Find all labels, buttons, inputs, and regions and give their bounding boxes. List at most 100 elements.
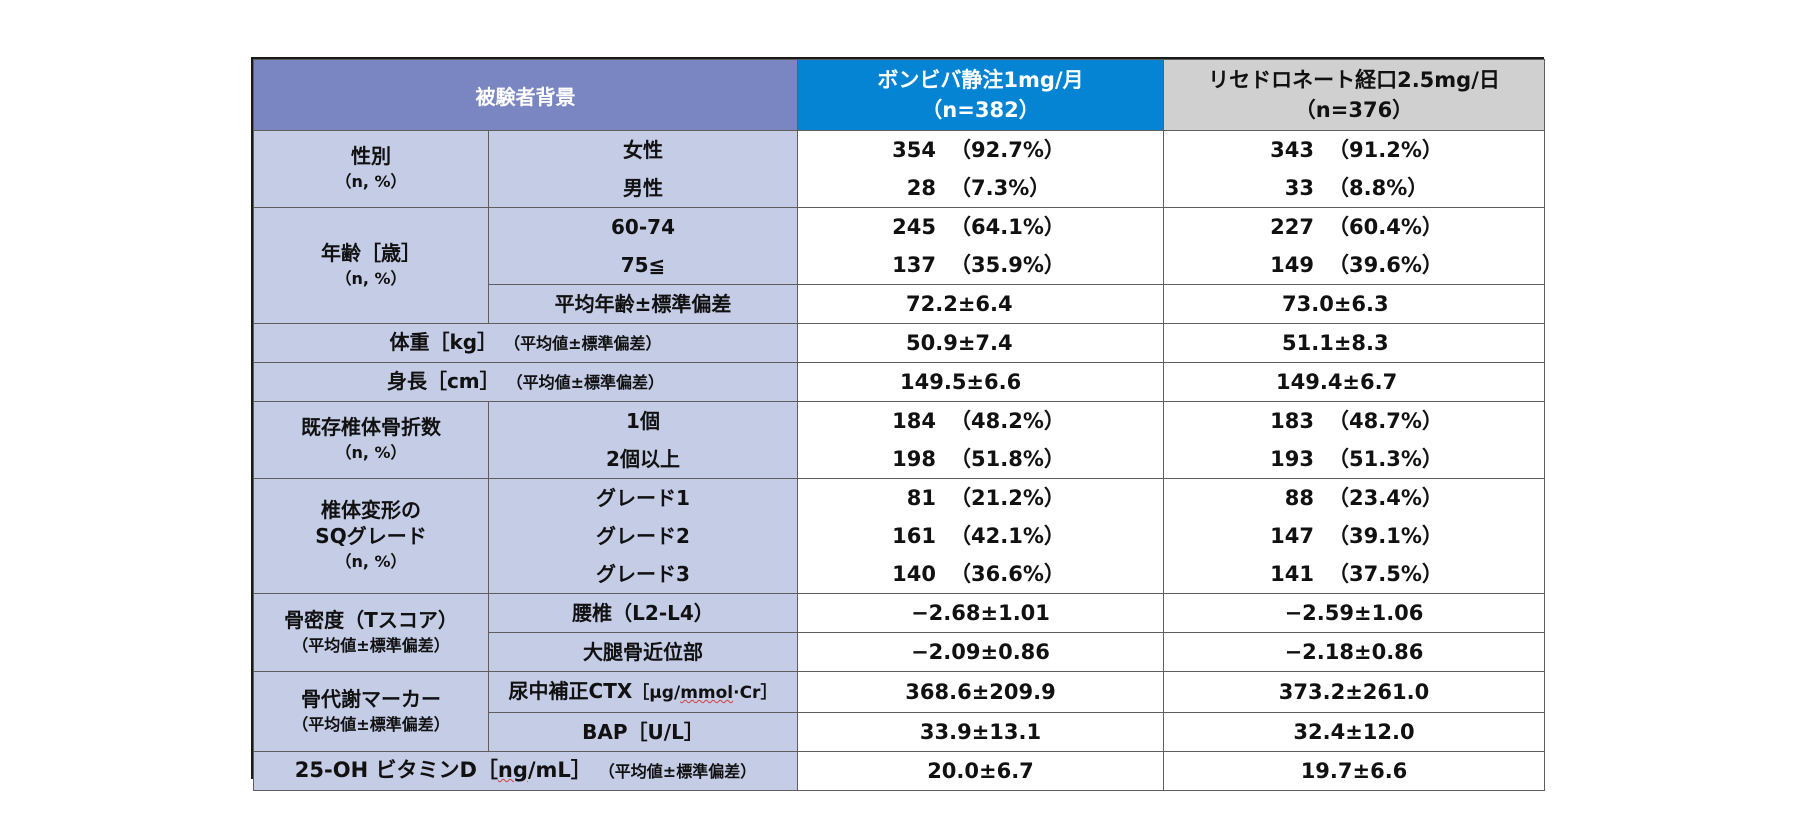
value-cell: 140 （36.6%） xyxy=(892,562,1065,586)
mean-age-a: 72.2±6.4 xyxy=(797,284,1164,324)
note-text: （平均値±標準偏差） xyxy=(506,373,665,392)
age-categories: 60-74 75≦ xyxy=(488,207,798,285)
note-text: （平均値±標準偏差） xyxy=(504,334,662,353)
mean-age-b: 73.0±6.3 xyxy=(1163,284,1545,324)
sq-grade-categories: グレード1 グレード2 グレード3 xyxy=(488,478,798,594)
value-cell: 137 （35.9%） xyxy=(892,253,1065,277)
ctx-b: 373.2±261.0 xyxy=(1163,671,1545,713)
unit-text: （n, %） xyxy=(335,268,407,288)
unit-text: ［μg/ xyxy=(632,683,681,703)
bmd-femur-b: −2.18±0.86 xyxy=(1163,632,1545,672)
label-text: 性別 xyxy=(351,144,391,168)
value-cell: 198 （51.8%） xyxy=(892,447,1065,471)
sublabel-bap: BAP［U/L］ xyxy=(488,712,798,752)
label-text: 体重［kg］ xyxy=(389,330,498,354)
sublabel-ctx: 尿中補正CTX［μg/mmol·Cr］ xyxy=(488,671,798,713)
row-label-weight: 体重［kg］ （平均値±標準偏差） xyxy=(253,323,798,363)
fracture-values-b: 183 （48.7%） 193 （51.3%） xyxy=(1163,401,1545,479)
group-b-name: リセドロネート経口2.5mg/日 xyxy=(1208,68,1500,92)
sublabel-proximal-femur: 大腿骨近位部 xyxy=(488,632,798,672)
weight-b: 51.1±8.3 xyxy=(1163,323,1545,363)
value-cell: 354 （92.7%） xyxy=(892,138,1065,162)
patient-background-table: 被験者背景 ボンビバ静注1mg/月 （n=382） リセドロネート経口2.5mg… xyxy=(251,57,1545,791)
value-cell: 245 （64.1%） xyxy=(892,215,1065,239)
group-a-n: （n=382） xyxy=(921,98,1040,122)
value-cell: 183 （48.7%） xyxy=(1270,409,1443,433)
value-cell: 147 （39.1%） xyxy=(1270,524,1443,548)
bap-b: 32.4±12.0 xyxy=(1163,712,1545,752)
group-a-name: ボンビバ静注1mg/月 xyxy=(877,68,1084,92)
label-text: 骨密度（Tスコア） xyxy=(284,607,458,632)
row-label-sq-grade: 椎体変形の SQグレード （n, %） xyxy=(253,478,489,594)
value-cell: 28 （7.3%） xyxy=(906,176,1051,200)
sublabel-male: 男性 xyxy=(623,176,663,200)
label-text: /mL］ xyxy=(527,758,592,782)
label-text: 年齢［歳］ xyxy=(321,240,421,265)
label-text: SQグレード xyxy=(315,524,427,548)
age-values-a: 245 （64.1%） 137 （35.9%） xyxy=(797,207,1164,285)
row-label-fractures: 既存椎体骨折数 （n, %） xyxy=(253,401,489,479)
fracture-categories: 1個 2個以上 xyxy=(488,401,798,479)
group-b-n: （n=376） xyxy=(1294,98,1414,122)
vitamin-d-a: 20.0±6.7 xyxy=(797,751,1164,791)
label-text: 身長［cm］ xyxy=(386,369,500,393)
sublabel-lumbar: 腰椎（L2-L4） xyxy=(488,593,798,633)
value-cell: 33 （8.8%） xyxy=(1284,176,1429,200)
vitamin-d-b: 19.7±6.6 xyxy=(1163,751,1545,791)
note-text: （平均値±標準偏差） xyxy=(292,714,450,734)
bmd-femur-a: −2.09±0.86 xyxy=(797,632,1164,672)
value-cell: 161 （42.1%） xyxy=(892,524,1065,548)
label-text: 骨代謝マーカー xyxy=(301,686,441,711)
value-cell: 227 （60.4%） xyxy=(1270,215,1443,239)
sex-categories: 女性 男性 xyxy=(488,130,798,208)
bmd-lumbar-b: −2.59±1.06 xyxy=(1163,593,1545,633)
label-text: 25-OH ビタミンD［ xyxy=(294,758,498,782)
sublabel-mean-age: 平均年齢±標準偏差 xyxy=(488,284,798,324)
row-label-vitamin-d: 25-OH ビタミンD［ng/mL］ （平均値±標準偏差） xyxy=(253,751,798,791)
height-a: 149.5±6.6 xyxy=(797,362,1164,402)
age-values-b: 227 （60.4%） 149 （39.6%） xyxy=(1163,207,1545,285)
bap-a: 33.9±13.1 xyxy=(797,712,1164,752)
sublabel-1: 1個 xyxy=(626,409,660,433)
row-label-sex: 性別 （n, %） xyxy=(253,130,489,208)
header-group-bonviva: ボンビバ静注1mg/月 （n=382） xyxy=(797,59,1164,131)
sublabel-2-plus: 2個以上 xyxy=(606,447,680,471)
unit-text: （n, %） xyxy=(335,552,407,571)
row-label-bmd: 骨密度（Tスコア） （平均値±標準偏差） xyxy=(253,593,489,672)
sq-grade-values-a: 81 （21.2%） 161 （42.1%） 140 （36.6%） xyxy=(797,478,1164,594)
value-cell: 149 （39.6%） xyxy=(1270,253,1443,277)
unit-text: （n, %） xyxy=(335,172,407,191)
unit-text: mmol xyxy=(680,683,734,703)
weight-a: 50.9±7.4 xyxy=(797,323,1164,363)
unit-text: ·Cr］ xyxy=(733,683,778,703)
bmd-lumbar-a: −2.68±1.01 xyxy=(797,593,1164,633)
label-text: 椎体変形の xyxy=(321,498,421,522)
sublabel-female: 女性 xyxy=(623,138,663,162)
sublabel-grade-3: グレード3 xyxy=(596,562,690,586)
row-label-bone-markers: 骨代謝マーカー （平均値±標準偏差） xyxy=(253,671,489,752)
note-text: （平均値±標準偏差） xyxy=(598,762,757,781)
value-cell: 343 （91.2%） xyxy=(1270,138,1443,162)
value-cell: 141 （37.5%） xyxy=(1270,562,1443,586)
sublabel-grade-2: グレード2 xyxy=(596,524,690,548)
value-cell: 193 （51.3%） xyxy=(1270,447,1443,471)
value-cell: 81 （21.2%） xyxy=(906,486,1065,510)
ctx-a: 368.6±209.9 xyxy=(797,671,1164,713)
value-cell: 88 （23.4%） xyxy=(1284,486,1443,510)
header-group-risedronate: リセドロネート経口2.5mg/日 （n=376） xyxy=(1163,59,1545,131)
sq-grade-values-b: 88 （23.4%） 147 （39.1%） 141 （37.5%） xyxy=(1163,478,1545,594)
label-text: 尿中補正CTX xyxy=(508,679,633,703)
height-b: 149.4±6.7 xyxy=(1163,362,1545,402)
value-cell: 184 （48.2%） xyxy=(892,409,1065,433)
row-label-age: 年齢［歳］ （n, %） xyxy=(253,207,489,324)
label-text: 既存椎体骨折数 xyxy=(301,415,441,439)
sublabel-75-plus: 75≦ xyxy=(620,253,666,277)
sex-values-a: 354 （92.7%） 28 （7.3%） xyxy=(797,130,1164,208)
label-text: ng xyxy=(497,758,528,782)
note-text: （平均値±標準偏差） xyxy=(292,635,450,655)
header-background: 被験者背景 xyxy=(253,59,798,131)
sublabel-grade-1: グレード1 xyxy=(596,486,690,510)
fracture-values-a: 184 （48.2%） 198 （51.8%） xyxy=(797,401,1164,479)
unit-text: （n, %） xyxy=(335,443,407,462)
row-label-height: 身長［cm］ （平均値±標準偏差） xyxy=(253,362,798,402)
